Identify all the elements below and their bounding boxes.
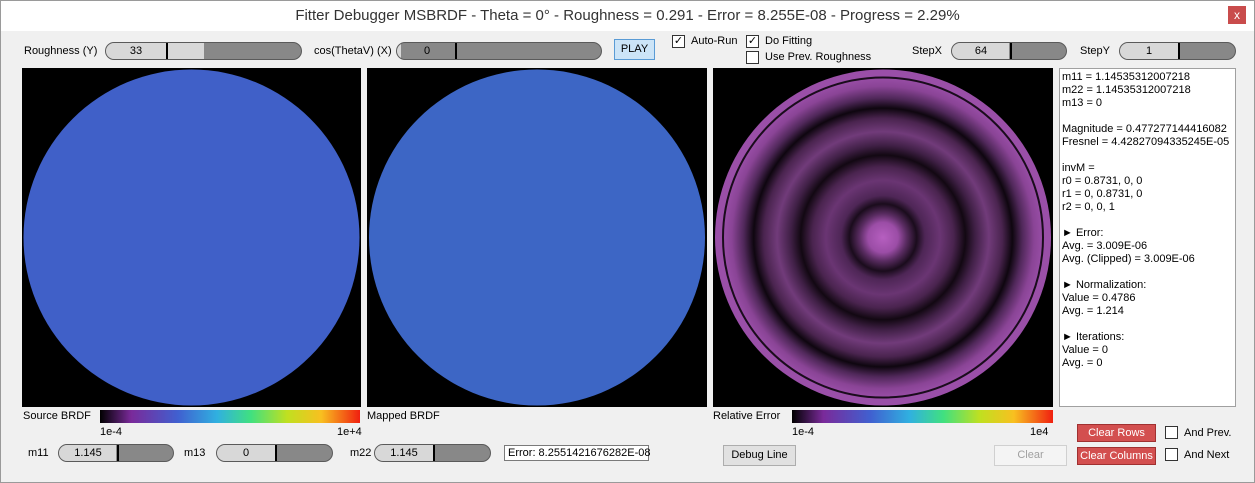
relative-error-disc (715, 69, 1051, 406)
m22-slider[interactable]: 1.145 (374, 444, 491, 462)
stepx-fill (952, 43, 1009, 59)
info-line: m22 = 1.14535312007218 (1062, 84, 1191, 96)
relative-error-panel[interactable] (713, 68, 1053, 407)
mapped-brdf-label: Mapped BRDF (367, 410, 440, 422)
info-line: Avg. = 1.214 (1062, 305, 1124, 317)
stepx-label: StepX (912, 45, 942, 57)
mapped-brdf-panel[interactable] (367, 68, 707, 407)
m11-slider[interactable]: 1.145 (58, 444, 174, 462)
roughness-slider[interactable]: 33 (105, 42, 302, 60)
use-prev-roughness-label: Use Prev. Roughness (765, 51, 872, 63)
error-max-label: 1e4 (1030, 426, 1049, 438)
stepy-label: StepY (1080, 45, 1110, 57)
info-line: Value = 0 (1062, 344, 1108, 356)
info-line: invM = (1062, 162, 1095, 174)
info-line (1062, 214, 1233, 227)
info-line: Fresnel = 4.42827094335245E-05 (1062, 136, 1230, 148)
info-line: Avg. (Clipped) = 3.009E-06 (1062, 253, 1195, 265)
source-colormap-bar (100, 410, 360, 423)
stepx-thumb[interactable] (1010, 43, 1012, 59)
m22-label: m22 (350, 447, 372, 459)
and-prev-checkbox[interactable] (1165, 426, 1178, 439)
info-line: Avg. = 0 (1062, 357, 1103, 369)
debug-line-button[interactable]: Debug Line (723, 445, 796, 466)
stepx-value: 64 (974, 45, 988, 57)
m11-value: 1.145 (74, 447, 102, 459)
source-brdf-disc (23, 69, 360, 406)
play-button[interactable]: PLAY (614, 39, 655, 60)
clear-button[interactable]: Clear (994, 445, 1067, 466)
stepy-slider[interactable]: 1 (1119, 42, 1236, 60)
roughness-fill (106, 43, 204, 59)
window-title: Fitter Debugger MSBRDF - Theta = 0° - Ro… (295, 7, 960, 24)
roughness-label: Roughness (Y) (24, 45, 98, 57)
costhetav-slider[interactable]: 0 (396, 42, 602, 60)
costhetav-label: cos(ThetaV) (X) (314, 45, 392, 57)
m13-value: 0 (242, 447, 250, 459)
costhetav-value: 0 (423, 45, 431, 57)
do-fitting-checkbox[interactable]: ✓ (746, 35, 759, 48)
mapped-brdf-disc (369, 69, 705, 406)
info-line: Magnitude = 0.477277144416082 (1062, 123, 1227, 135)
do-fitting-label: Do Fitting (765, 35, 813, 47)
stepy-fill (1120, 43, 1178, 59)
relative-error-outer-ring (722, 76, 1044, 399)
clear-columns-button[interactable]: Clear Columns (1077, 447, 1156, 465)
m13-slider[interactable]: 0 (216, 444, 333, 462)
info-line (1062, 149, 1233, 162)
m22-value: 1.145 (390, 447, 418, 459)
info-line: r2 = 0, 0, 1 (1062, 201, 1115, 213)
source-brdf-panel[interactable] (22, 68, 361, 407)
info-line: ► Normalization: (1062, 279, 1147, 291)
m22-thumb[interactable] (433, 445, 435, 461)
title-bar[interactable]: Fitter Debugger MSBRDF - Theta = 0° - Ro… (1, 1, 1254, 31)
info-line: Avg. = 3.009E-06 (1062, 240, 1148, 252)
info-line: r1 = 0, 0.8731, 0 (1062, 188, 1143, 200)
info-line: ► Iterations: (1062, 331, 1125, 343)
source-min-label: 1e-4 (100, 426, 123, 438)
relative-error-label: Relative Error (713, 410, 781, 422)
stepy-value: 1 (1145, 45, 1153, 57)
and-prev-label: And Prev. (1184, 427, 1232, 439)
m11-fill (59, 445, 116, 461)
source-max-label: 1e+4 (337, 426, 362, 438)
m11-thumb[interactable] (117, 445, 119, 461)
m13-fill (217, 445, 275, 461)
and-next-label: And Next (1184, 449, 1230, 461)
info-line: ► Error: (1062, 227, 1104, 239)
auto-run-label: Auto-Run (691, 35, 738, 47)
info-line: m11 = 1.14535312007218 (1062, 71, 1190, 83)
close-icon[interactable]: x (1228, 6, 1246, 24)
and-next-checkbox[interactable] (1165, 448, 1178, 461)
stepy-thumb[interactable] (1178, 43, 1180, 59)
costhetav-thumb[interactable] (455, 43, 457, 59)
stepx-slider[interactable]: 64 (951, 42, 1067, 60)
info-text-panel[interactable]: m11 = 1.14535312007218 m22 = 1.1453531200… (1059, 68, 1236, 407)
m13-label: m13 (184, 447, 206, 459)
m13-thumb[interactable] (275, 445, 277, 461)
error-min-label: 1e-4 (792, 426, 815, 438)
use-prev-roughness-checkbox[interactable] (746, 51, 759, 64)
info-line (1062, 318, 1233, 331)
source-brdf-label: Source BRDF (23, 410, 91, 422)
clear-rows-button[interactable]: Clear Rows (1077, 424, 1156, 442)
info-line: m13 = 0 (1062, 97, 1103, 109)
info-line: r0 = 0.8731, 0, 0 (1062, 175, 1143, 187)
auto-run-checkbox[interactable]: ✓ (672, 35, 685, 48)
info-line (1062, 266, 1233, 279)
error-colormap-bar (792, 410, 1053, 423)
m11-label: m11 (28, 447, 49, 459)
costhetav-fill (397, 43, 402, 59)
roughness-thumb[interactable] (166, 43, 168, 59)
info-line (1062, 110, 1233, 123)
m22-fill (375, 445, 433, 461)
error-readout: Error: 8.2551421676282E-08 (504, 445, 651, 461)
roughness-value: 33 (129, 45, 143, 57)
info-line: Value = 0.4786 (1062, 292, 1136, 304)
